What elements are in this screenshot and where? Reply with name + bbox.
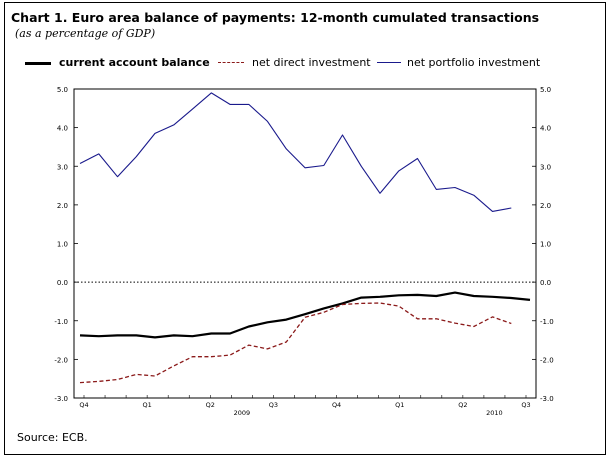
x-year-label-2009: 2009 (234, 409, 251, 417)
y-tick-label-left: -2.0 (54, 356, 68, 364)
x-year-label-2010: 2010 (486, 409, 503, 417)
source-note: Source: ECB. (17, 431, 88, 444)
series-line-current-account (79, 291, 531, 339)
y-tick-label-right: 4.0 (540, 125, 551, 133)
legend-label-portfolio-investment: net portfolio investment (407, 56, 541, 69)
y-tick-label-right: 3.0 (540, 163, 551, 171)
y-tick-label-left: -1.0 (54, 318, 68, 326)
x-tick-label-q2: Q2 (206, 401, 215, 409)
legend-swatch-direct-investment (218, 62, 244, 63)
y-tick-label-right: 1.0 (540, 241, 551, 249)
y-tick-label-left: 1.0 (57, 241, 68, 249)
y-tick-label-right: 2.0 (540, 202, 551, 210)
y-tick-label-left: 3.0 (57, 163, 68, 171)
y-tick-label-left: 5.0 (57, 86, 68, 94)
legend-swatch-portfolio-investment (377, 62, 401, 63)
y-tick-label-left: 0.0 (57, 279, 68, 287)
x-tick-label-q2: Q2 (458, 401, 467, 409)
y-tick-label-right: 5.0 (540, 86, 551, 94)
series-line-portfolio-investment (79, 92, 512, 212)
series-line-direct-investment (79, 302, 512, 384)
y-tick-label-left: 2.0 (57, 202, 68, 210)
x-tick-label-q3: Q3 (521, 401, 530, 409)
x-tick-label-q1: Q1 (143, 401, 152, 409)
plot-border (73, 88, 537, 399)
y-tick-label-right: -2.0 (540, 356, 554, 364)
x-tick-label-q4: Q4 (79, 401, 88, 409)
y-tick-label-left: -3.0 (54, 395, 68, 403)
chart-title: Chart 1. Euro area balance of payments: … (11, 10, 540, 25)
y-tick-label-right: -3.0 (540, 395, 554, 403)
x-tick-label-q1: Q1 (395, 401, 404, 409)
legend-label-direct-investment: net direct investment (252, 56, 371, 69)
chart-subtitle: (as a percentage of GDP) (15, 27, 156, 40)
legend-swatch-current-account (25, 62, 51, 65)
y-tick-label-right: 0.0 (540, 279, 551, 287)
x-tick-label-q4: Q4 (332, 401, 341, 409)
y-tick-label-right: -1.0 (540, 318, 554, 326)
y-tick-label-left: 4.0 (57, 125, 68, 133)
legend-label-current-account: current account balance (59, 56, 210, 69)
chart-frame: Chart 1. Euro area balance of payments: … (4, 2, 606, 455)
x-tick-label-q3: Q3 (269, 401, 278, 409)
